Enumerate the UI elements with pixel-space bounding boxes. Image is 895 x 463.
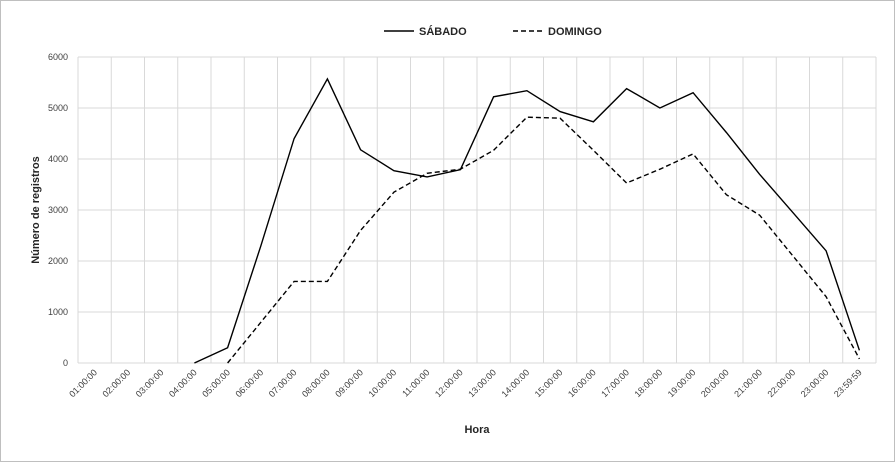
x-tick-label: 21:00:00 (732, 367, 764, 399)
x-tick-label: 17:00:00 (599, 367, 631, 399)
x-tick-label: 13:00:00 (466, 367, 498, 399)
x-tick-label: 23:59:59 (832, 367, 864, 399)
y-tick-label: 2000 (48, 256, 68, 266)
x-tick-label: 18:00:00 (632, 367, 664, 399)
x-tick-label: 05:00:00 (200, 367, 232, 399)
x-tick-label: 23:00:00 (799, 367, 831, 399)
x-tick-label: 15:00:00 (533, 367, 565, 399)
grid-lines (77, 56, 877, 364)
x-axis-ticks: 01:00:00 02:00:00 03:00:00 04:00:00 05:00:00… (67, 367, 864, 399)
series-lines (194, 77, 861, 364)
y-tick-label: 0 (63, 358, 68, 368)
x-tick-label: 19:00:00 (666, 367, 698, 399)
x-tick-label: 22:00:00 (765, 367, 797, 399)
x-tick-label: 11:00:00 (400, 367, 431, 398)
y-tick-label: 6000 (48, 52, 68, 62)
x-tick-label: 04:00:00 (167, 367, 199, 399)
y-tick-label: 4000 (48, 154, 68, 164)
x-tick-label: 06:00:00 (233, 367, 265, 399)
x-tick-label: 14:00:00 (499, 367, 531, 399)
series-line-1 (227, 116, 861, 364)
y-tick-label: 3000 (48, 205, 68, 215)
x-axis-title: Hora (464, 424, 490, 436)
y-tick-label: 1000 (48, 307, 68, 317)
x-tick-label: 10:00:00 (366, 367, 398, 399)
x-tick-label: 02:00:00 (100, 367, 132, 399)
x-tick-label: 08:00:00 (300, 367, 332, 399)
y-axis-ticks: 0 1000 2000 3000 4000 5000 6000 (48, 52, 68, 368)
x-tick-label: 07:00:00 (267, 367, 299, 399)
legend: SÁBADO DOMINGO (384, 25, 602, 38)
x-tick-label: 12:00:00 (433, 367, 465, 399)
y-axis-title: Número de registros (30, 156, 42, 264)
legend-label: DOMINGO (548, 26, 602, 38)
x-tick-label: 09:00:00 (333, 367, 365, 399)
x-tick-label: 20:00:00 (699, 367, 731, 399)
legend-label: SÁBADO (419, 25, 467, 38)
x-tick-label: 16:00:00 (566, 367, 598, 399)
x-tick-label: 03:00:00 (134, 367, 166, 399)
series-line-0 (194, 77, 861, 364)
x-tick-label: 01:00:00 (67, 367, 99, 399)
y-tick-label: 5000 (48, 103, 68, 113)
